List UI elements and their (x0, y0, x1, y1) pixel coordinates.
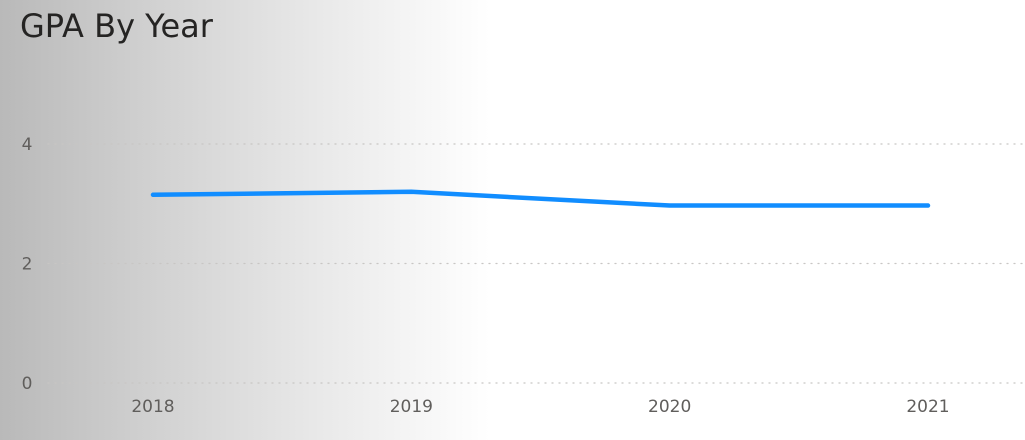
data-point[interactable] (405, 186, 417, 198)
y-tick-label: 4 (22, 135, 33, 155)
x-tick-label: 2020 (648, 397, 691, 417)
x-tick-label: 2019 (390, 397, 433, 417)
data-point[interactable] (664, 200, 676, 212)
x-tick-label: 2021 (906, 397, 949, 417)
data-point[interactable] (147, 189, 159, 201)
x-tick-label: 2018 (131, 397, 174, 417)
chart-title: GPA By Year (20, 7, 213, 45)
data-point[interactable] (922, 200, 934, 212)
y-tick-label: 2 (22, 255, 33, 275)
series-line (150, 189, 931, 208)
y-tick-label: 0 (22, 374, 33, 394)
